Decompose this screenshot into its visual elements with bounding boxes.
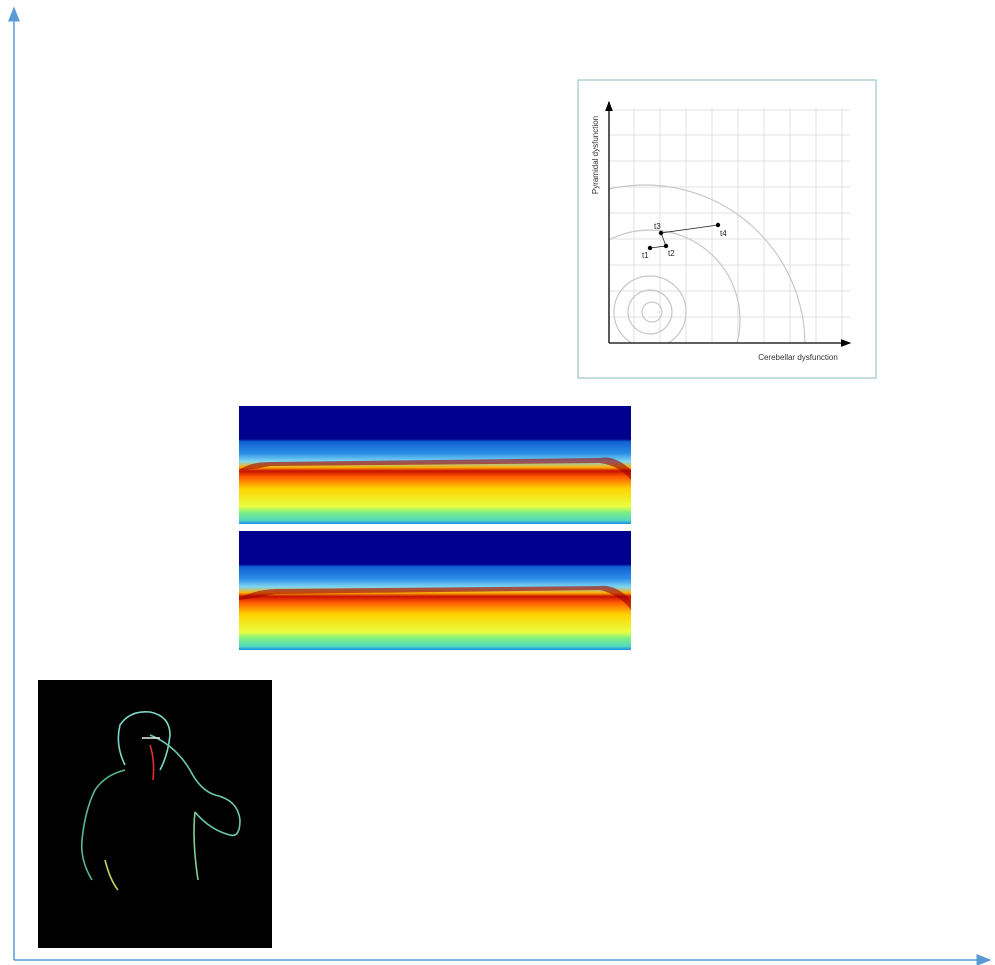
point-label: t2: [668, 249, 675, 258]
y-axis-label: Pyramidal dysfunction: [591, 116, 600, 194]
x-axis-label: Cerebellar dysfunction: [758, 353, 838, 362]
point-label: t4: [720, 229, 727, 238]
figure: t1 t2 t3 t4 Pyramidal dysfunction Cerebe…: [0, 0, 995, 965]
point-label: t3: [654, 222, 661, 231]
heatmaps: [239, 406, 631, 650]
silhouette-image: [38, 680, 272, 948]
point-label: t1: [642, 251, 649, 260]
